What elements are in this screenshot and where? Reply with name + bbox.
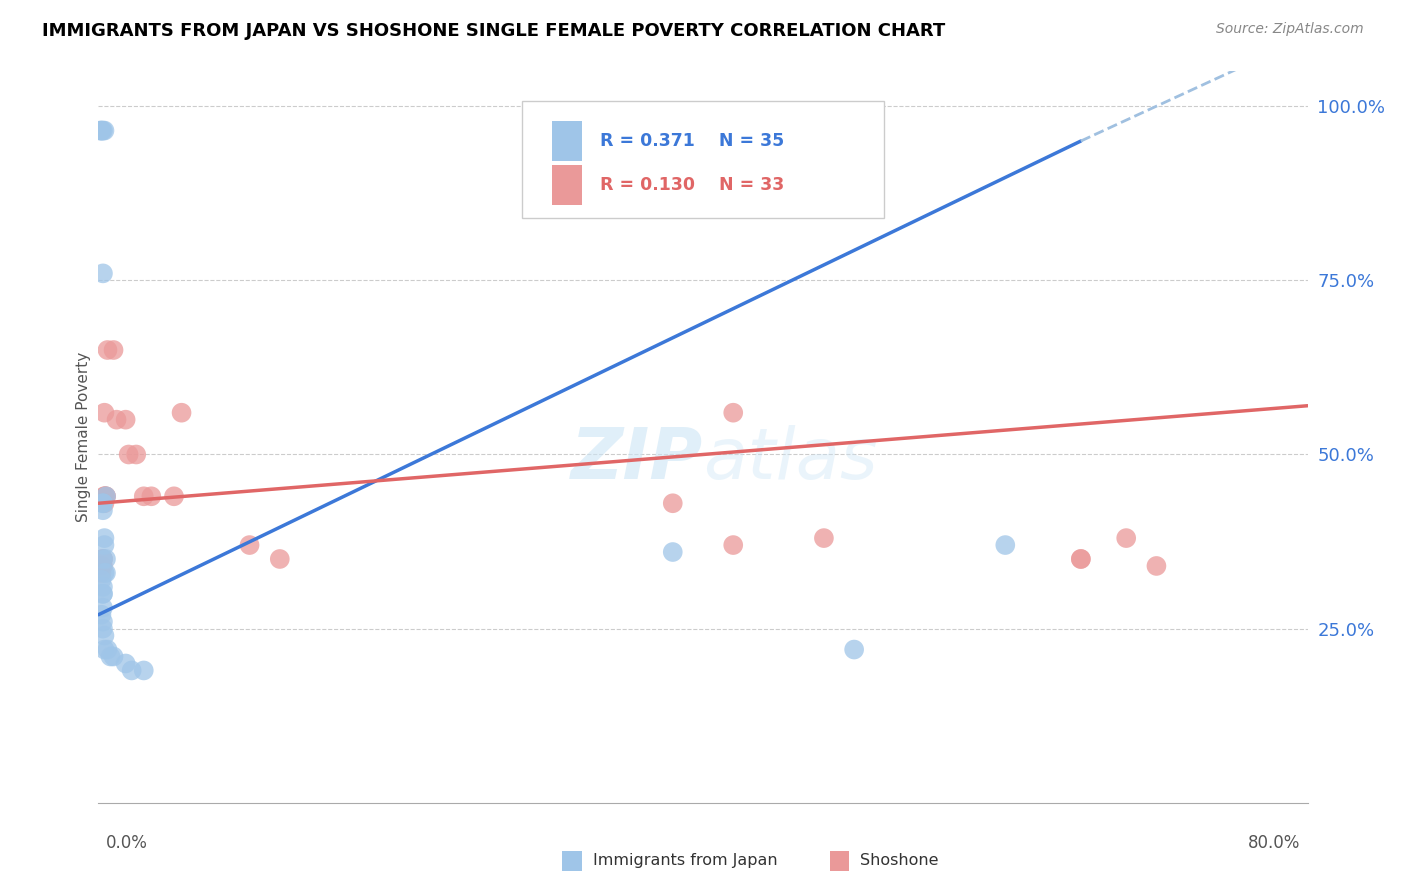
Point (141, 489, 163, 503)
Point (103, 343, 125, 357)
Text: Shoshone: Shoshone (860, 854, 939, 868)
Point (91, 580, 114, 594)
Text: R = 0.130    N = 33: R = 0.130 N = 33 (600, 176, 785, 194)
Point (100, 649, 122, 664)
Point (661, 545, 683, 559)
Point (93, 531, 115, 545)
FancyBboxPatch shape (522, 101, 884, 218)
Point (93, 406, 115, 420)
Point (90, 558, 112, 573)
Point (94, 489, 117, 503)
Point (103, 649, 125, 664)
Point (91, 587, 114, 601)
Point (721, 538, 744, 552)
Point (93, 566, 115, 580)
Point (94, 566, 117, 580)
Point (132, 664, 155, 678)
Point (132, 489, 155, 503)
Point (114, 657, 136, 671)
Point (91, 552, 114, 566)
Point (91, 600, 114, 615)
Point (269, 552, 291, 566)
Text: 0.0%: 0.0% (105, 834, 148, 852)
Point (89, 123, 111, 137)
Point (1144, 558, 1167, 573)
Point (93, 629, 115, 643)
Point (90, 607, 112, 622)
Point (93, 489, 115, 503)
Text: 80.0%: 80.0% (1249, 834, 1301, 852)
Point (94, 552, 117, 566)
Point (121, 664, 143, 678)
Point (90, 558, 112, 573)
Point (93, 123, 115, 137)
Point (96, 343, 118, 357)
Text: atlas: atlas (703, 425, 877, 493)
Point (91, 558, 114, 573)
Point (93, 496, 115, 510)
Point (91, 622, 114, 636)
Point (170, 406, 193, 420)
Point (96, 642, 118, 657)
Point (118, 448, 141, 462)
Point (93, 538, 115, 552)
Point (91, 587, 114, 601)
Point (94, 489, 117, 503)
Point (994, 538, 1017, 552)
Point (91, 552, 114, 566)
Point (91, 503, 114, 517)
Point (90, 123, 112, 137)
Point (813, 531, 835, 545)
Point (105, 412, 128, 426)
Point (93, 489, 115, 503)
Point (661, 496, 683, 510)
Point (1070, 552, 1092, 566)
Point (114, 412, 136, 426)
Bar (551, 120, 582, 161)
Point (721, 406, 744, 420)
Text: Immigrants from Japan: Immigrants from Japan (593, 854, 778, 868)
Y-axis label: Single Female Poverty: Single Female Poverty (76, 352, 91, 522)
Point (163, 489, 186, 503)
Point (91, 266, 114, 280)
Point (1115, 531, 1137, 545)
Point (91, 496, 114, 510)
Point (1070, 552, 1092, 566)
Point (94, 489, 117, 503)
Point (91, 123, 114, 137)
Point (90, 573, 112, 587)
Point (91, 552, 114, 566)
Point (93, 642, 115, 657)
Bar (551, 165, 582, 205)
Text: IMMIGRANTS FROM JAPAN VS SHOSHONE SINGLE FEMALE POVERTY CORRELATION CHART: IMMIGRANTS FROM JAPAN VS SHOSHONE SINGLE… (42, 22, 945, 40)
Text: Source: ZipAtlas.com: Source: ZipAtlas.com (1216, 22, 1364, 37)
Point (89, 558, 111, 573)
Text: ZIP: ZIP (571, 425, 703, 493)
Point (844, 642, 866, 657)
Point (90, 566, 112, 580)
Text: R = 0.371    N = 35: R = 0.371 N = 35 (600, 132, 785, 150)
Point (239, 538, 262, 552)
Point (90, 123, 112, 137)
Point (125, 448, 148, 462)
Point (91, 615, 114, 629)
Point (91, 496, 114, 510)
